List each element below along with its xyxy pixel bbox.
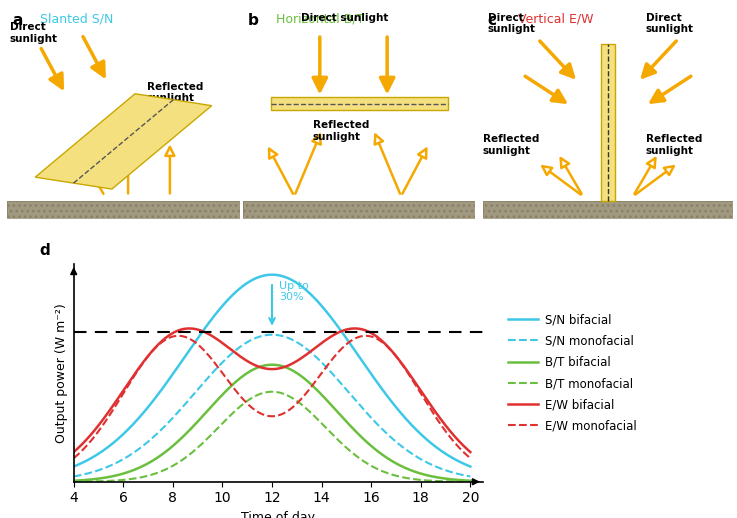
Text: Reflected
sunlight: Reflected sunlight xyxy=(312,120,369,141)
Bar xyxy=(483,201,733,218)
Text: a: a xyxy=(12,13,22,28)
Legend: S/N bifacial, S/N monofacial, B/T bifacial, B/T monofacial, E/W bifacial, E/W mo: S/N bifacial, S/N monofacial, B/T bifaci… xyxy=(503,309,641,437)
Text: Direct
sunlight: Direct sunlight xyxy=(488,13,536,34)
Bar xyxy=(601,44,615,201)
Text: Horizontal B/T: Horizontal B/T xyxy=(276,13,364,26)
Bar xyxy=(7,201,240,218)
Bar xyxy=(243,201,475,218)
Text: b: b xyxy=(248,13,259,28)
Text: Direct
sunlight: Direct sunlight xyxy=(10,22,57,44)
X-axis label: Time of day: Time of day xyxy=(241,511,315,518)
Text: c: c xyxy=(488,13,497,28)
Text: Reflected
sunlight: Reflected sunlight xyxy=(483,134,539,156)
Text: Up to
30%: Up to 30% xyxy=(279,281,310,303)
Text: d: d xyxy=(39,243,49,258)
Bar xyxy=(243,201,475,218)
Text: Direct sunlight: Direct sunlight xyxy=(301,13,388,23)
Bar xyxy=(483,201,733,218)
Polygon shape xyxy=(35,94,212,189)
Text: Direct
sunlight: Direct sunlight xyxy=(646,13,694,34)
Text: Reflected
sunlight: Reflected sunlight xyxy=(147,82,203,104)
Text: Reflected
sunlight: Reflected sunlight xyxy=(646,134,702,156)
Text: Slanted S/N: Slanted S/N xyxy=(40,13,113,26)
Bar xyxy=(7,201,240,218)
Y-axis label: Output power (W m⁻²): Output power (W m⁻²) xyxy=(55,303,68,443)
Text: Vertical E/W: Vertical E/W xyxy=(518,13,593,26)
Bar xyxy=(271,97,447,110)
